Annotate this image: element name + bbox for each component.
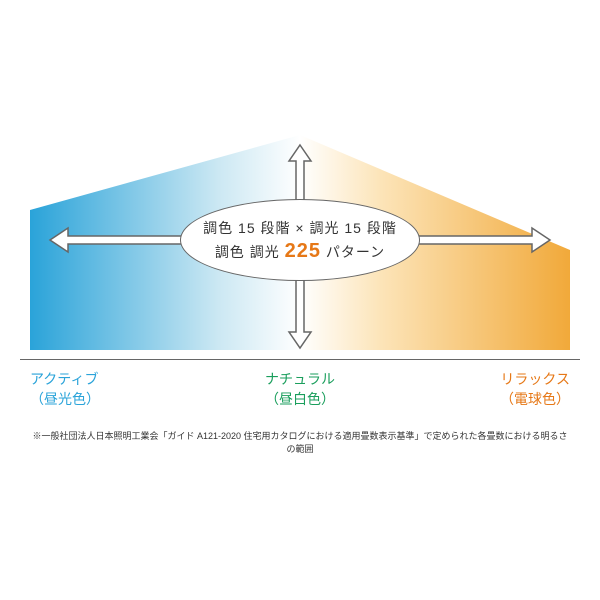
ellipse-line2: 調色 調光 225 パターン (215, 240, 385, 263)
label-right-sub: （電球色） (500, 390, 570, 410)
label-left-main: アクティブ (30, 370, 100, 390)
label-left-sub: （昼光色） (30, 390, 100, 410)
ellipse-line1: 調色 15 段階 × 調光 15 段階 (203, 218, 397, 238)
line2-suffix: パターン (321, 244, 385, 260)
center-ellipse: 調色 15 段階 × 調光 15 段階 調色 調光 225 パターン (180, 199, 420, 281)
label-right: リラックス （電球色） (500, 370, 570, 409)
chart-area: 調色 15 段階 × 調光 15 段階 調色 調光 225 パターン (30, 120, 570, 360)
label-center-main: ナチュラル (265, 370, 335, 390)
label-left: アクティブ （昼光色） (30, 370, 100, 409)
diagram-container: 調色 15 段階 × 調光 15 段階 調色 調光 225 パターン アクティブ… (30, 120, 570, 480)
footnote: ※一般社団法人日本照明工業会「ガイド A121-2020 住宅用カタログにおける… (30, 429, 570, 455)
line2-prefix: 調色 調光 (215, 244, 285, 260)
label-center-sub: （昼白色） (265, 390, 335, 410)
baseline (20, 359, 580, 361)
labels-row: アクティブ （昼光色） ナチュラル （昼白色） リラックス （電球色） (30, 370, 570, 409)
label-center: ナチュラル （昼白色） (265, 370, 335, 409)
line2-highlight: 225 (285, 240, 321, 262)
label-right-main: リラックス (500, 370, 570, 390)
